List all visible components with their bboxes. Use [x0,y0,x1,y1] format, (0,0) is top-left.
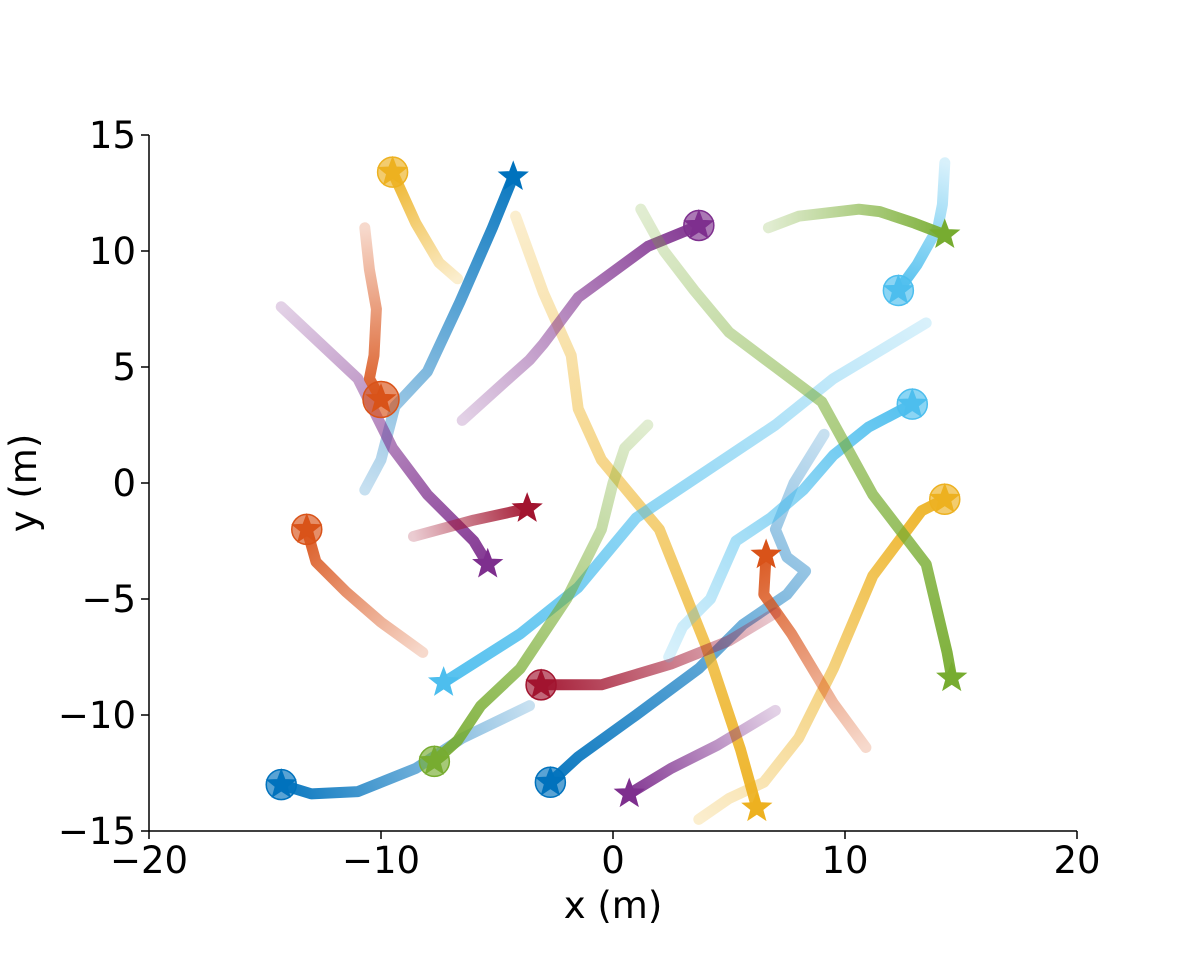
trajectory-line [758,549,872,753]
start-star-marker [525,668,557,699]
x-tick-label: 20 [1053,839,1100,882]
start-star-marker [750,538,782,569]
trajectory-line [275,301,494,570]
start-star-marker [418,744,450,775]
x-tick-label: −20 [110,839,188,882]
y-tick-label: −15 [58,810,136,853]
start-star-marker [896,387,928,418]
start-star-marker [683,209,715,239]
x-tick-label: 10 [821,839,868,882]
trajectory-line [663,398,918,663]
x-axis-title: x (m) [564,884,663,927]
start-star-marker [936,661,968,692]
trajectory-line [623,704,781,800]
y-tick-label: −10 [58,694,136,737]
start-star-marker [929,482,961,513]
trajectory-line [359,222,387,405]
x-tick-label: 0 [601,839,625,882]
start-star-marker [291,512,323,543]
trajectory-line [275,700,535,800]
trajectory-line [428,419,654,767]
trajectory-line [510,210,763,814]
trajectory-line [693,493,951,825]
start-star-marker [929,218,961,249]
trajectory-line [456,220,705,426]
start-star-marker [497,160,529,191]
trajectory-layer [275,157,958,825]
trajectory-line [535,607,781,691]
y-axis-title: y (m) [2,434,45,533]
marker-layer [265,155,968,822]
trajectory-line [387,166,464,285]
start-star-marker [534,765,566,796]
trajectory-line [635,203,958,684]
start-star-marker [613,777,645,808]
y-tick-label: 0 [112,462,136,505]
start-star-marker [428,666,460,696]
trajectory-line [301,523,429,658]
y-tick-label: 10 [89,230,136,273]
start-star-marker [882,274,914,304]
start-star-marker [472,547,504,578]
trajectory-line [762,203,951,241]
trajectory-line [438,317,932,688]
y-tick-label: −5 [81,578,136,621]
tick-layer: −20 −10 0 10 20 −15 −10 −5 0 5 10 15 [58,114,1101,882]
start-star-marker [265,768,297,798]
start-star-marker [365,383,397,413]
trajectory-line [359,171,519,496]
y-tick-label: 5 [112,346,136,389]
start-star-marker [376,155,409,186]
trajectory-line [408,503,533,542]
start-star-marker [741,791,773,822]
start-star-marker [511,492,543,522]
x-tick-label: −10 [342,839,420,882]
y-tick-label: 15 [89,114,136,157]
